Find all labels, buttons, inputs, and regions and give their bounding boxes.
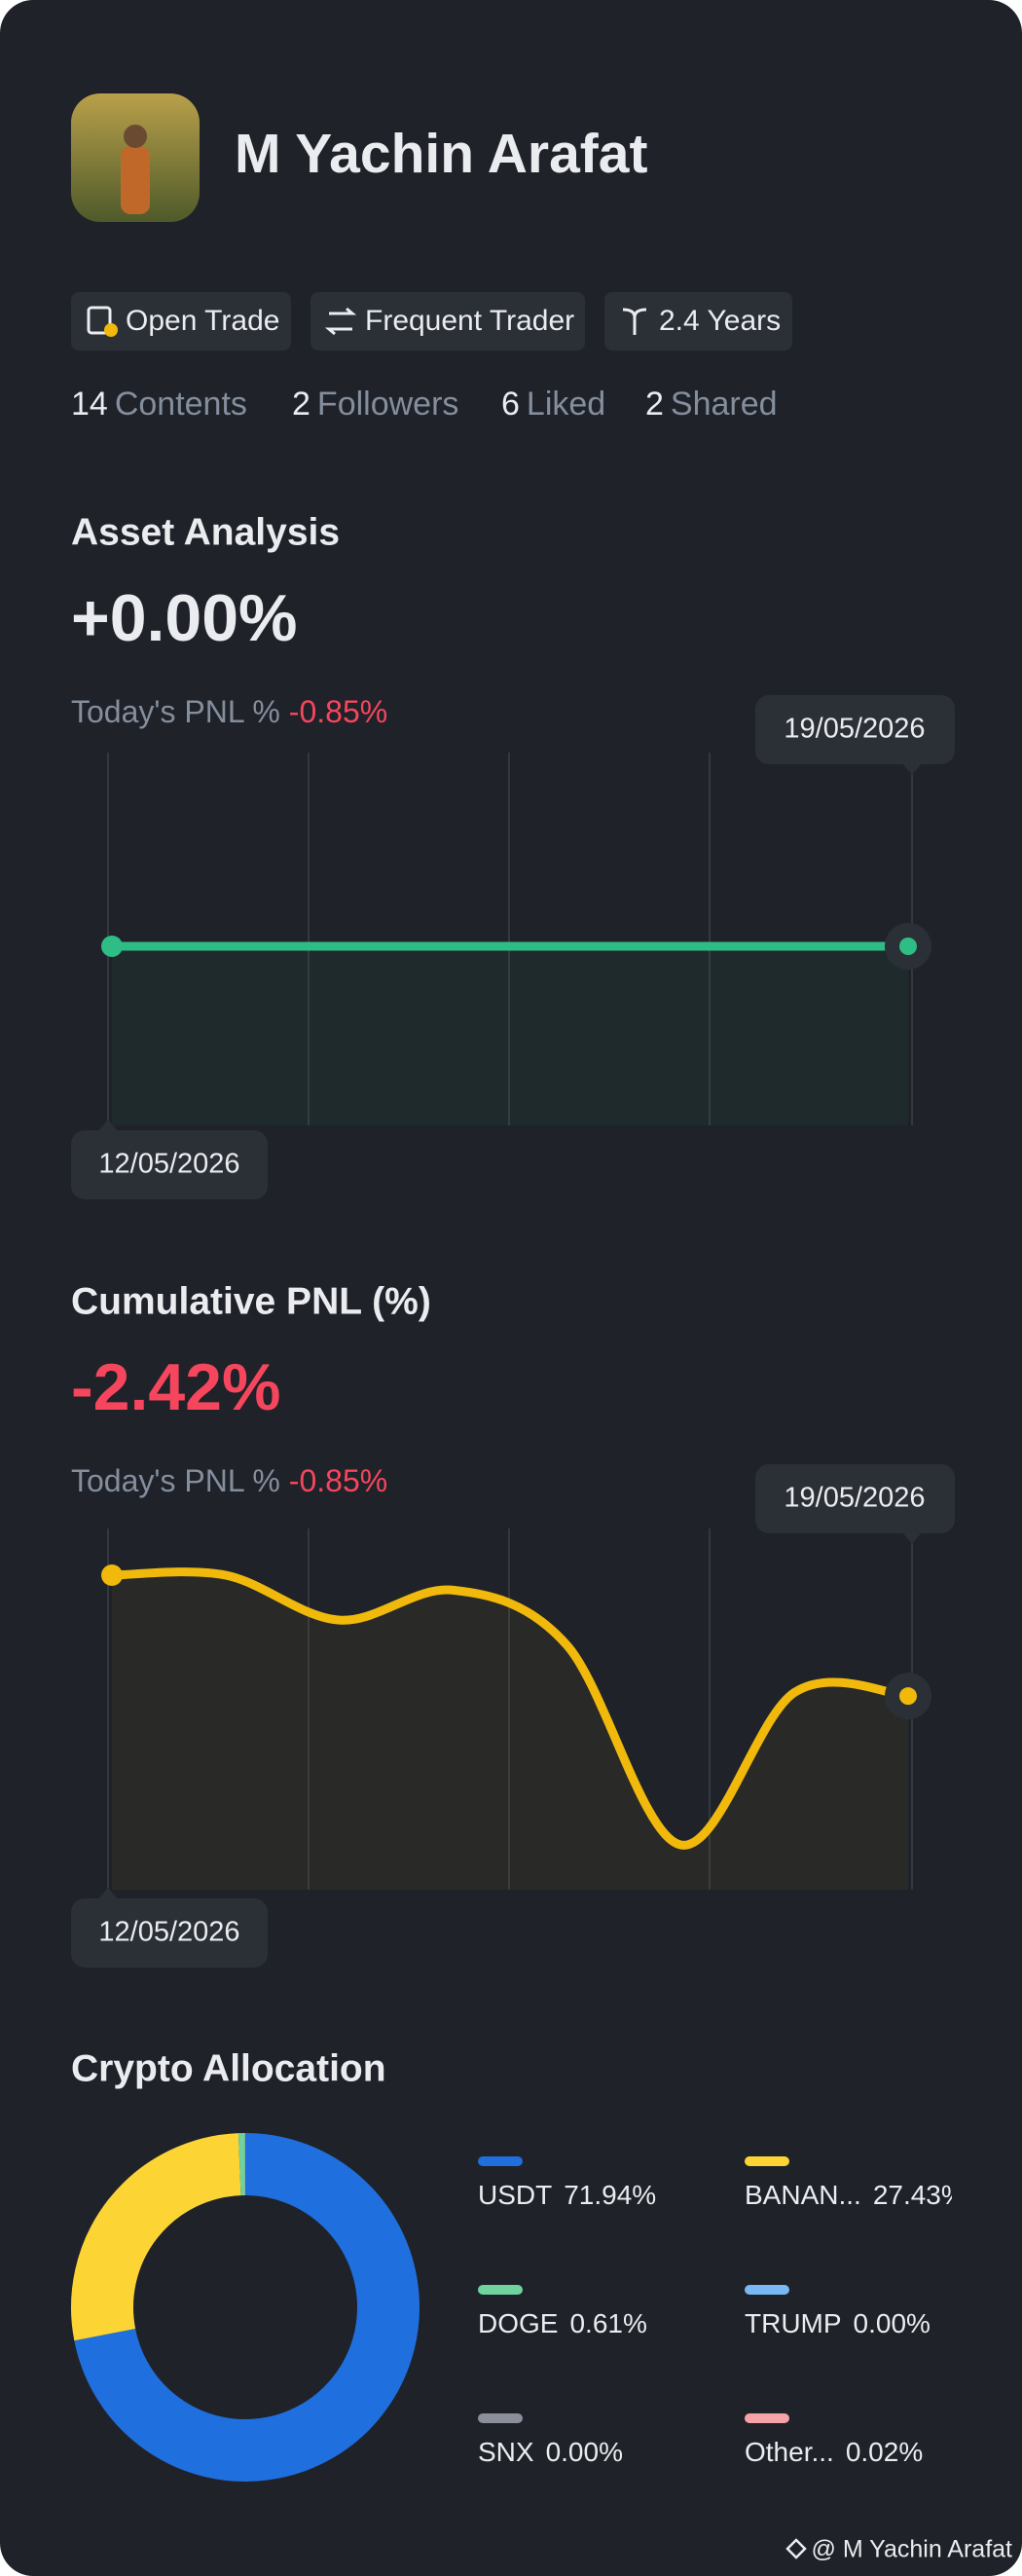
section-title: Cumulative PNL (%) — [71, 1280, 431, 1322]
headline-value: -2.42% — [71, 1350, 280, 1424]
stat-count: 6 — [501, 386, 520, 423]
stat-label: Contents — [115, 386, 247, 423]
pnl-value: -0.85% — [289, 1463, 387, 1498]
tooltip — [71, 1130, 268, 1199]
pnl-label: Today's PNL % — [71, 1463, 280, 1498]
legend-entry: BANAN... 27.43% — [745, 2180, 966, 2210]
legend-name: DOGE — [478, 2308, 558, 2338]
legend-name: USDT — [478, 2180, 552, 2210]
avatar-figure — [121, 146, 150, 214]
legend-value: 0.02% — [846, 2437, 923, 2467]
tooltip — [755, 695, 955, 764]
legend-swatch — [478, 2413, 523, 2423]
legend-name: Other... — [745, 2437, 834, 2467]
stat-count: 2 — [645, 386, 664, 423]
end-dot — [899, 1687, 917, 1706]
line — [107, 1567, 913, 1850]
tooltip-date: 19/05/2026 — [784, 1483, 925, 1514]
tooltip-pointer — [98, 1888, 118, 1899]
legend: USDT 71.94% BANAN... 27.43% DOGE 0.61% TRUMP 0.… — [478, 2156, 966, 2467]
stat-count: 14 — [71, 386, 108, 423]
badge-text: 2.4 Years — [659, 305, 781, 337]
legend-entry: SNX 0.00% — [478, 2437, 623, 2467]
badge[interactable] — [310, 292, 585, 350]
pnl-label: Today's PNL % — [71, 694, 280, 729]
stat-label: Shared — [671, 386, 778, 423]
footer-icon — [785, 2538, 807, 2559]
badge[interactable] — [71, 292, 291, 350]
area — [112, 946, 908, 1125]
pnl-line: Today's PNL % -0.85% — [71, 1463, 387, 1498]
badge-icon — [324, 307, 357, 336]
footer-text: @ M Yachin Arafat — [812, 2536, 1013, 2563]
legend-name: BANAN... — [745, 2180, 861, 2210]
avatar-head — [124, 125, 147, 148]
profile-name: M Yachin Arafat — [235, 123, 647, 185]
legend-name: SNX — [478, 2437, 534, 2467]
tooltip-date: 12/05/2026 — [98, 1149, 239, 1180]
donut-segment — [74, 2133, 420, 2482]
stat-label: Followers — [317, 386, 458, 423]
legend-entry: DOGE 0.61% — [478, 2308, 647, 2338]
badge-icon — [87, 306, 112, 335]
footer: @ M Yachin Arafat — [785, 2536, 1013, 2563]
badge-icon — [104, 323, 118, 337]
badge-text: Frequent Trader — [365, 305, 574, 337]
stat: 14 Contents — [71, 386, 247, 423]
legend-value: 0.00% — [854, 2308, 931, 2338]
tooltip-date: 12/05/2026 — [98, 1917, 239, 1948]
tooltip — [755, 1464, 955, 1533]
stat: 6 Liked — [501, 386, 605, 423]
start-dot — [101, 936, 123, 957]
start-dot — [101, 1564, 123, 1586]
legend-swatch — [745, 2285, 789, 2295]
tooltip-pointer — [902, 763, 922, 775]
stat: 2 Shared — [645, 386, 778, 423]
legend-swatch — [478, 2156, 523, 2166]
legend-value: 27.43% — [873, 2180, 966, 2210]
badge-icon — [622, 308, 647, 335]
tooltip-pointer — [98, 1120, 118, 1131]
pnl-value: -0.85% — [289, 694, 387, 729]
badge-text: Open Trade — [126, 305, 279, 337]
legend-entry: Other... 0.02% — [745, 2437, 923, 2467]
legend-name: TRUMP — [745, 2308, 842, 2338]
headline-value: +0.00% — [71, 581, 298, 655]
section-title: Asset Analysis — [71, 511, 340, 553]
legend-swatch — [745, 2413, 789, 2423]
tooltip — [71, 1898, 268, 1968]
donut-segment — [71, 2133, 242, 2341]
stat: 2 Followers — [292, 386, 458, 423]
area — [112, 1571, 908, 1890]
legend-entry: TRUMP 0.00% — [745, 2308, 931, 2338]
stat-label: Liked — [527, 386, 605, 423]
legend-value: 0.61% — [569, 2308, 646, 2338]
section-title: Crypto Allocation — [71, 2047, 386, 2089]
badge[interactable] — [604, 292, 792, 350]
legend-entry: USDT 71.94% — [478, 2180, 656, 2210]
pnl-line: Today's PNL % -0.85% — [71, 694, 387, 729]
legend-swatch — [478, 2285, 523, 2295]
legend-value: 71.94% — [564, 2180, 656, 2210]
legend-value: 0.00% — [546, 2437, 623, 2467]
legend-swatch — [745, 2156, 789, 2166]
end-dot — [899, 938, 917, 955]
stat-count: 2 — [292, 386, 310, 423]
tooltip-date: 19/05/2026 — [784, 714, 925, 745]
tooltip-pointer — [902, 1532, 922, 1544]
